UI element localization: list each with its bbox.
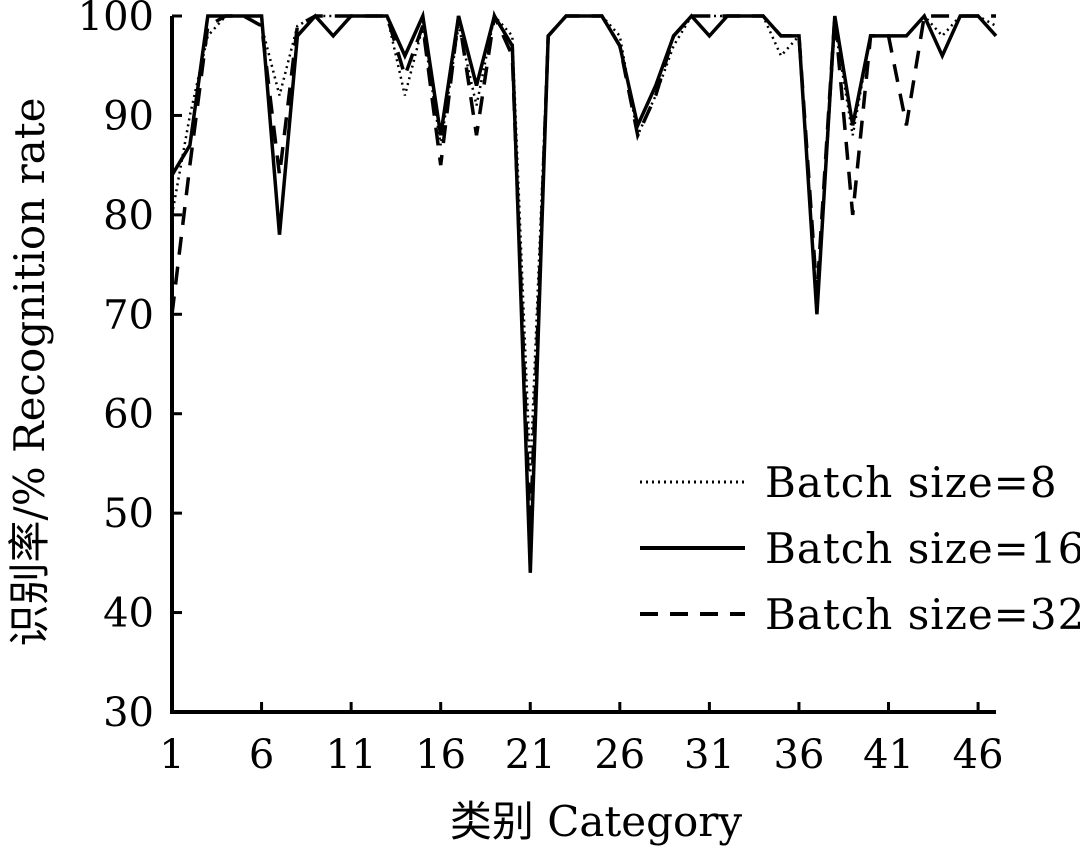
series-line-2: [170, 9, 996, 534]
x-tick-label: 11: [326, 732, 377, 778]
y-tick-label: 80: [103, 193, 154, 239]
legend-label-series-0: Batch size=8: [765, 458, 1058, 507]
x-tick-label: 16: [415, 732, 466, 778]
x-tick-label: 31: [684, 732, 735, 778]
series-line-1: [170, 9, 998, 573]
x-tick-label: 6: [249, 732, 274, 778]
series-lines: [170, 9, 998, 573]
x-axis-title: 类别 Category: [450, 797, 743, 846]
y-tick-label: 60: [103, 392, 154, 438]
y-tick-label: 40: [103, 591, 154, 637]
y-axis-ticks: 30 40 50 60 70 80 90 100: [78, 0, 182, 736]
x-tick-label: 36: [774, 732, 825, 778]
x-tick-label: 21: [505, 732, 556, 778]
y-tick-label: 100: [78, 0, 154, 40]
axes: [170, 16, 996, 714]
legend: Batch size=8 Batch size=16 Batch size=32: [640, 458, 1080, 639]
x-tick-label: 46: [953, 732, 1004, 778]
legend-label-series-1: Batch size=16: [765, 524, 1080, 573]
x-tick-label: 26: [594, 732, 645, 778]
y-axis-title: 识别率/% Recognition rate: [5, 98, 54, 647]
x-tick-label: 41: [863, 732, 914, 778]
y-tick-label: 30: [103, 690, 154, 736]
y-tick-label: 50: [103, 491, 154, 537]
legend-label-series-2: Batch size=32: [765, 590, 1080, 639]
y-tick-label: 90: [103, 93, 154, 139]
x-tick-label: 1: [159, 732, 184, 778]
series-line-0: [170, 13, 997, 474]
y-tick-label: 70: [103, 292, 154, 338]
x-axis-ticks: 1 6 11 16 21 26 31 36 41 46: [159, 702, 1004, 778]
